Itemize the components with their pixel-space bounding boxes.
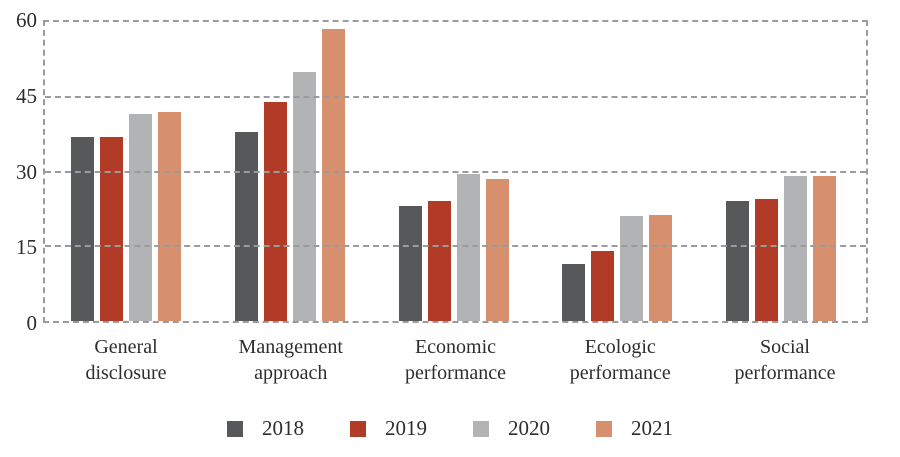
bar-group-ecologic-performance [562, 22, 676, 321]
plot-area [43, 20, 868, 323]
category-label-line: performance [569, 362, 671, 384]
category-label-line: Economic [414, 336, 497, 358]
bar-group-social-performance [726, 22, 840, 321]
bar-2020-social-performance [784, 176, 807, 321]
legend-label-2019: 2019 [385, 416, 427, 440]
y-tick-label-0: 0 [26, 311, 38, 335]
category-label-general-disclosure: General disclosure [69, 334, 183, 386]
legend-label-2021: 2021 [631, 416, 673, 440]
category-label-management-approach: Management approach [234, 334, 348, 386]
category-label-line: Social [760, 336, 810, 358]
bar-2019-social-performance [755, 198, 778, 321]
y-tick-label-45: 45 [16, 83, 37, 108]
legend-swatch-2019 [350, 420, 366, 437]
category-label-line: disclosure [85, 362, 167, 384]
legend-swatch-2018 [227, 420, 243, 437]
legend: 2018 2019 2020 2021 [0, 416, 900, 441]
legend-item-2019: 2019 [350, 416, 427, 441]
bar-2021-economic-performance [485, 178, 509, 321]
category-label-line: performance [404, 362, 507, 384]
legend-item-2018: 2018 [227, 416, 304, 441]
x-axis-category-labels: General disclosure Management approach Econo… [43, 334, 868, 386]
bar-2021-social-performance [813, 176, 836, 321]
legend-swatch-2020 [473, 420, 489, 437]
bar-2020-economic-performance [456, 174, 480, 321]
legend-label-2018: 2018 [262, 416, 304, 440]
category-label-ecologic-performance: Ecologic performance [563, 334, 677, 386]
bar-2018-economic-performance [398, 206, 422, 321]
bar-2019-general-disclosure [100, 136, 123, 321]
legend-swatch-2021 [596, 420, 612, 437]
legend-item-2021: 2021 [596, 416, 673, 441]
category-label-economic-performance: Economic performance [399, 334, 513, 386]
legend-item-2020: 2020 [473, 416, 550, 441]
y-tick-label-15: 15 [16, 235, 37, 260]
y-tick-label-30: 30 [16, 159, 37, 184]
bar-2020-management-approach [292, 71, 316, 321]
category-label-line: performance [734, 362, 836, 384]
bar-group-general-disclosure [71, 22, 185, 321]
category-label-line: Management [238, 336, 343, 358]
bar-2021-ecologic-performance [649, 214, 673, 321]
category-label-social-performance: Social performance [728, 334, 842, 386]
y-axis-labels: 0 15 30 45 60 [0, 8, 37, 335]
bar-2018-management-approach [234, 131, 258, 321]
category-label-line: Ecologic [584, 336, 656, 358]
bar-2018-ecologic-performance [562, 263, 586, 321]
category-label-line: approach [254, 362, 328, 384]
bar-2019-economic-performance [427, 201, 451, 321]
bar-2018-social-performance [726, 201, 749, 321]
bar-2021-management-approach [321, 29, 345, 321]
y-tick-label-60: 60 [16, 8, 37, 32]
bar-group-management-approach [234, 22, 349, 321]
bar-group-economic-performance [398, 22, 513, 321]
category-label-line: General [94, 336, 158, 358]
bar-2020-ecologic-performance [620, 216, 644, 321]
bar-2021-general-disclosure [158, 111, 181, 321]
bar-2020-general-disclosure [129, 114, 152, 321]
bars-row [45, 22, 866, 321]
legend-label-2020: 2020 [508, 416, 550, 440]
bar-2018-general-disclosure [71, 136, 94, 321]
bar-2019-ecologic-performance [591, 251, 615, 321]
bar-2019-management-approach [263, 101, 287, 321]
